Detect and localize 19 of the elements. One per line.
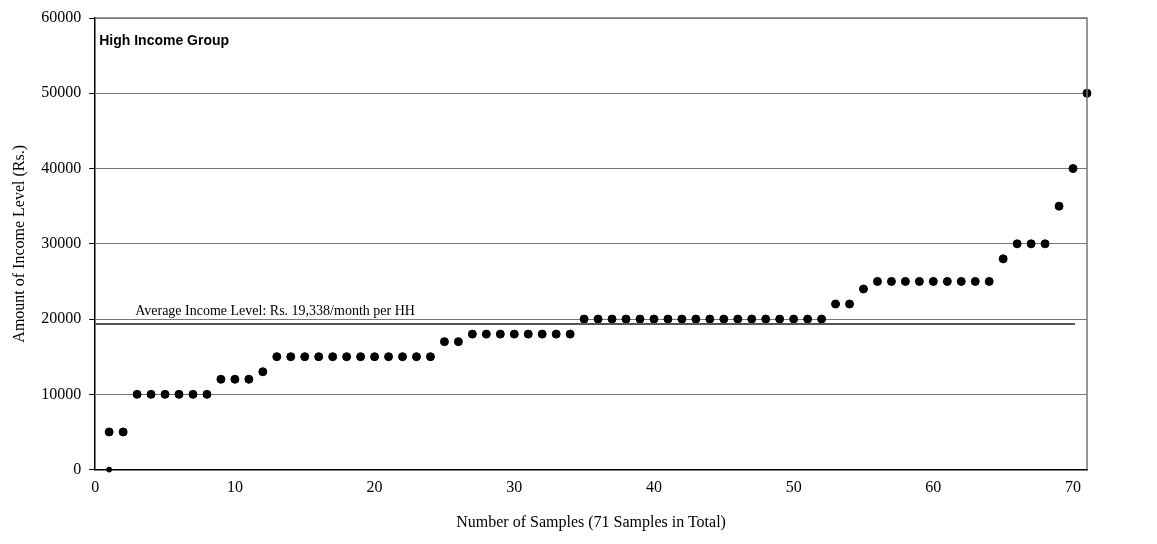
ref-line-label: Average Income Level: Rs. 19,338/month per HH — [135, 302, 415, 318]
x-tick-label: 70 — [1065, 478, 1082, 496]
x-tick-label: 10 — [226, 478, 243, 496]
y-tick-label: 50000 — [41, 83, 82, 101]
y-tick-label: 0 — [73, 459, 82, 477]
x-tick-label: 60 — [925, 478, 942, 496]
x-tick-label: 50 — [785, 478, 802, 496]
y-tick-label: 40000 — [41, 158, 82, 176]
x-tick-label: 20 — [366, 478, 383, 496]
y-tick-label: 20000 — [41, 309, 82, 327]
x-tick-label: 30 — [506, 478, 523, 496]
y-tick-label: 60000 — [41, 8, 82, 26]
x-tick-label: 40 — [645, 478, 662, 496]
text: High Income Group — [99, 31, 230, 48]
y-axis-title: Amount of Income Level (Rs.) — [9, 144, 28, 343]
y-tick-label: 30000 — [41, 234, 82, 251]
x-axis-title: Number of Samples (71 Samples in Total) — [456, 512, 726, 531]
y-tick-label: 10000 — [41, 384, 82, 402]
x-tick-label: 0 — [91, 478, 100, 496]
